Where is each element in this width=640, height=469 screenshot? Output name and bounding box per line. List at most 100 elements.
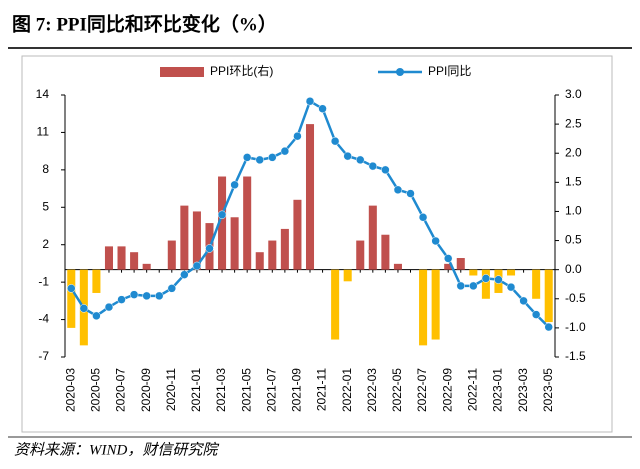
x-tick-label: 2023-05 xyxy=(541,368,555,412)
line-marker xyxy=(343,151,352,161)
line-marker xyxy=(481,274,491,283)
line-marker xyxy=(506,282,516,292)
line-marker xyxy=(519,296,528,306)
x-tick-label: 2021-03 xyxy=(214,368,228,412)
line-marker xyxy=(242,153,252,162)
bar xyxy=(230,217,239,270)
y-tick-label: 2 xyxy=(42,237,49,251)
y2-tick-label: -0.5 xyxy=(565,291,586,305)
bar xyxy=(142,263,151,270)
bar xyxy=(381,234,390,270)
y-tick-label: -1 xyxy=(38,274,49,288)
bar xyxy=(343,269,352,282)
bar xyxy=(104,246,113,270)
y2-tick-label: 1.0 xyxy=(565,204,582,218)
bar xyxy=(255,252,264,270)
legend-swatch xyxy=(396,68,404,76)
bar xyxy=(218,176,227,270)
bar xyxy=(293,199,302,270)
y-tick-label: -7 xyxy=(38,349,49,363)
line-marker xyxy=(443,254,453,263)
line-marker xyxy=(431,236,440,246)
bar xyxy=(192,211,201,270)
x-tick-label: 2020-05 xyxy=(89,368,103,412)
line-marker xyxy=(217,210,227,220)
bar xyxy=(268,240,277,270)
legend-swatch xyxy=(160,67,204,77)
bar xyxy=(180,205,189,270)
y-tick-label: 14 xyxy=(36,87,50,101)
source-note: 资料来源：WIND，财信研究院 xyxy=(14,441,219,458)
x-tick-label: 2022-05 xyxy=(390,368,404,412)
x-tick-label: 2020-03 xyxy=(63,368,77,412)
line-marker xyxy=(167,284,177,293)
x-tick-label: 2021-07 xyxy=(264,368,278,412)
line-marker xyxy=(356,155,365,165)
x-tick-label: 2021-05 xyxy=(239,368,253,412)
line-marker xyxy=(381,165,390,175)
line-marker xyxy=(531,310,541,319)
x-tick-label: 2022-11 xyxy=(466,368,480,411)
y-tick-label: -4 xyxy=(38,312,49,326)
line-marker xyxy=(192,261,202,271)
bar xyxy=(280,228,289,270)
line-marker xyxy=(230,180,239,190)
line-marker xyxy=(268,153,277,162)
line-marker xyxy=(142,291,151,301)
x-tick-label: 2021-01 xyxy=(189,368,203,412)
bar xyxy=(331,269,340,340)
line-marker xyxy=(92,311,101,321)
y2-tick-label: -1.0 xyxy=(565,320,586,334)
bar xyxy=(532,269,541,299)
bar xyxy=(356,240,365,270)
line-marker xyxy=(280,146,290,156)
line-marker xyxy=(293,131,302,141)
line-marker xyxy=(318,104,327,113)
line-marker xyxy=(494,275,503,284)
legend-label: PPI同比 xyxy=(428,64,471,78)
bar xyxy=(393,263,402,270)
bar xyxy=(481,269,490,299)
page-title: 图 7: PPI同比和环比变化（%） xyxy=(12,12,277,35)
bar xyxy=(444,263,453,270)
line-marker xyxy=(255,155,264,165)
y-tick-label: 11 xyxy=(37,125,50,139)
line-marker xyxy=(67,284,76,293)
y2-tick-label: -1.5 xyxy=(565,349,586,363)
x-tick-label: 2022-07 xyxy=(415,368,429,412)
line-marker xyxy=(104,302,114,312)
bar xyxy=(305,124,315,270)
line-marker xyxy=(469,281,478,291)
x-tick-label: 2022-03 xyxy=(365,368,379,412)
x-tick-label: 2023-03 xyxy=(516,368,530,412)
line-marker xyxy=(456,281,466,291)
bar xyxy=(469,269,478,276)
y2-tick-label: 2.5 xyxy=(565,116,582,130)
x-tick-label: 2022-09 xyxy=(440,368,454,412)
line-marker xyxy=(544,322,553,332)
y2-tick-label: 3.0 xyxy=(565,87,582,101)
line-marker xyxy=(117,295,126,304)
x-tick-label: 2020-11 xyxy=(164,368,178,411)
x-tick-label: 2020-07 xyxy=(114,368,128,412)
bar xyxy=(92,269,101,293)
line-marker xyxy=(79,304,89,313)
line-marker xyxy=(368,161,378,171)
line-marker xyxy=(393,185,403,195)
line-marker xyxy=(180,270,189,279)
bar xyxy=(130,252,139,270)
legend-label: PPI环比(右) xyxy=(210,63,273,78)
x-tick-label: 2022-01 xyxy=(340,368,354,412)
bar xyxy=(167,240,176,270)
line-marker xyxy=(330,136,340,146)
y2-tick-label: 0.5 xyxy=(565,233,582,247)
line-marker xyxy=(418,213,428,222)
x-tick-label: 2021-09 xyxy=(290,368,304,412)
x-tick-label: 2023-01 xyxy=(491,368,505,412)
line-marker xyxy=(305,96,315,106)
bar xyxy=(544,269,553,323)
y2-tick-label: 1.5 xyxy=(565,175,582,189)
bar xyxy=(117,246,126,270)
bar xyxy=(67,269,76,328)
